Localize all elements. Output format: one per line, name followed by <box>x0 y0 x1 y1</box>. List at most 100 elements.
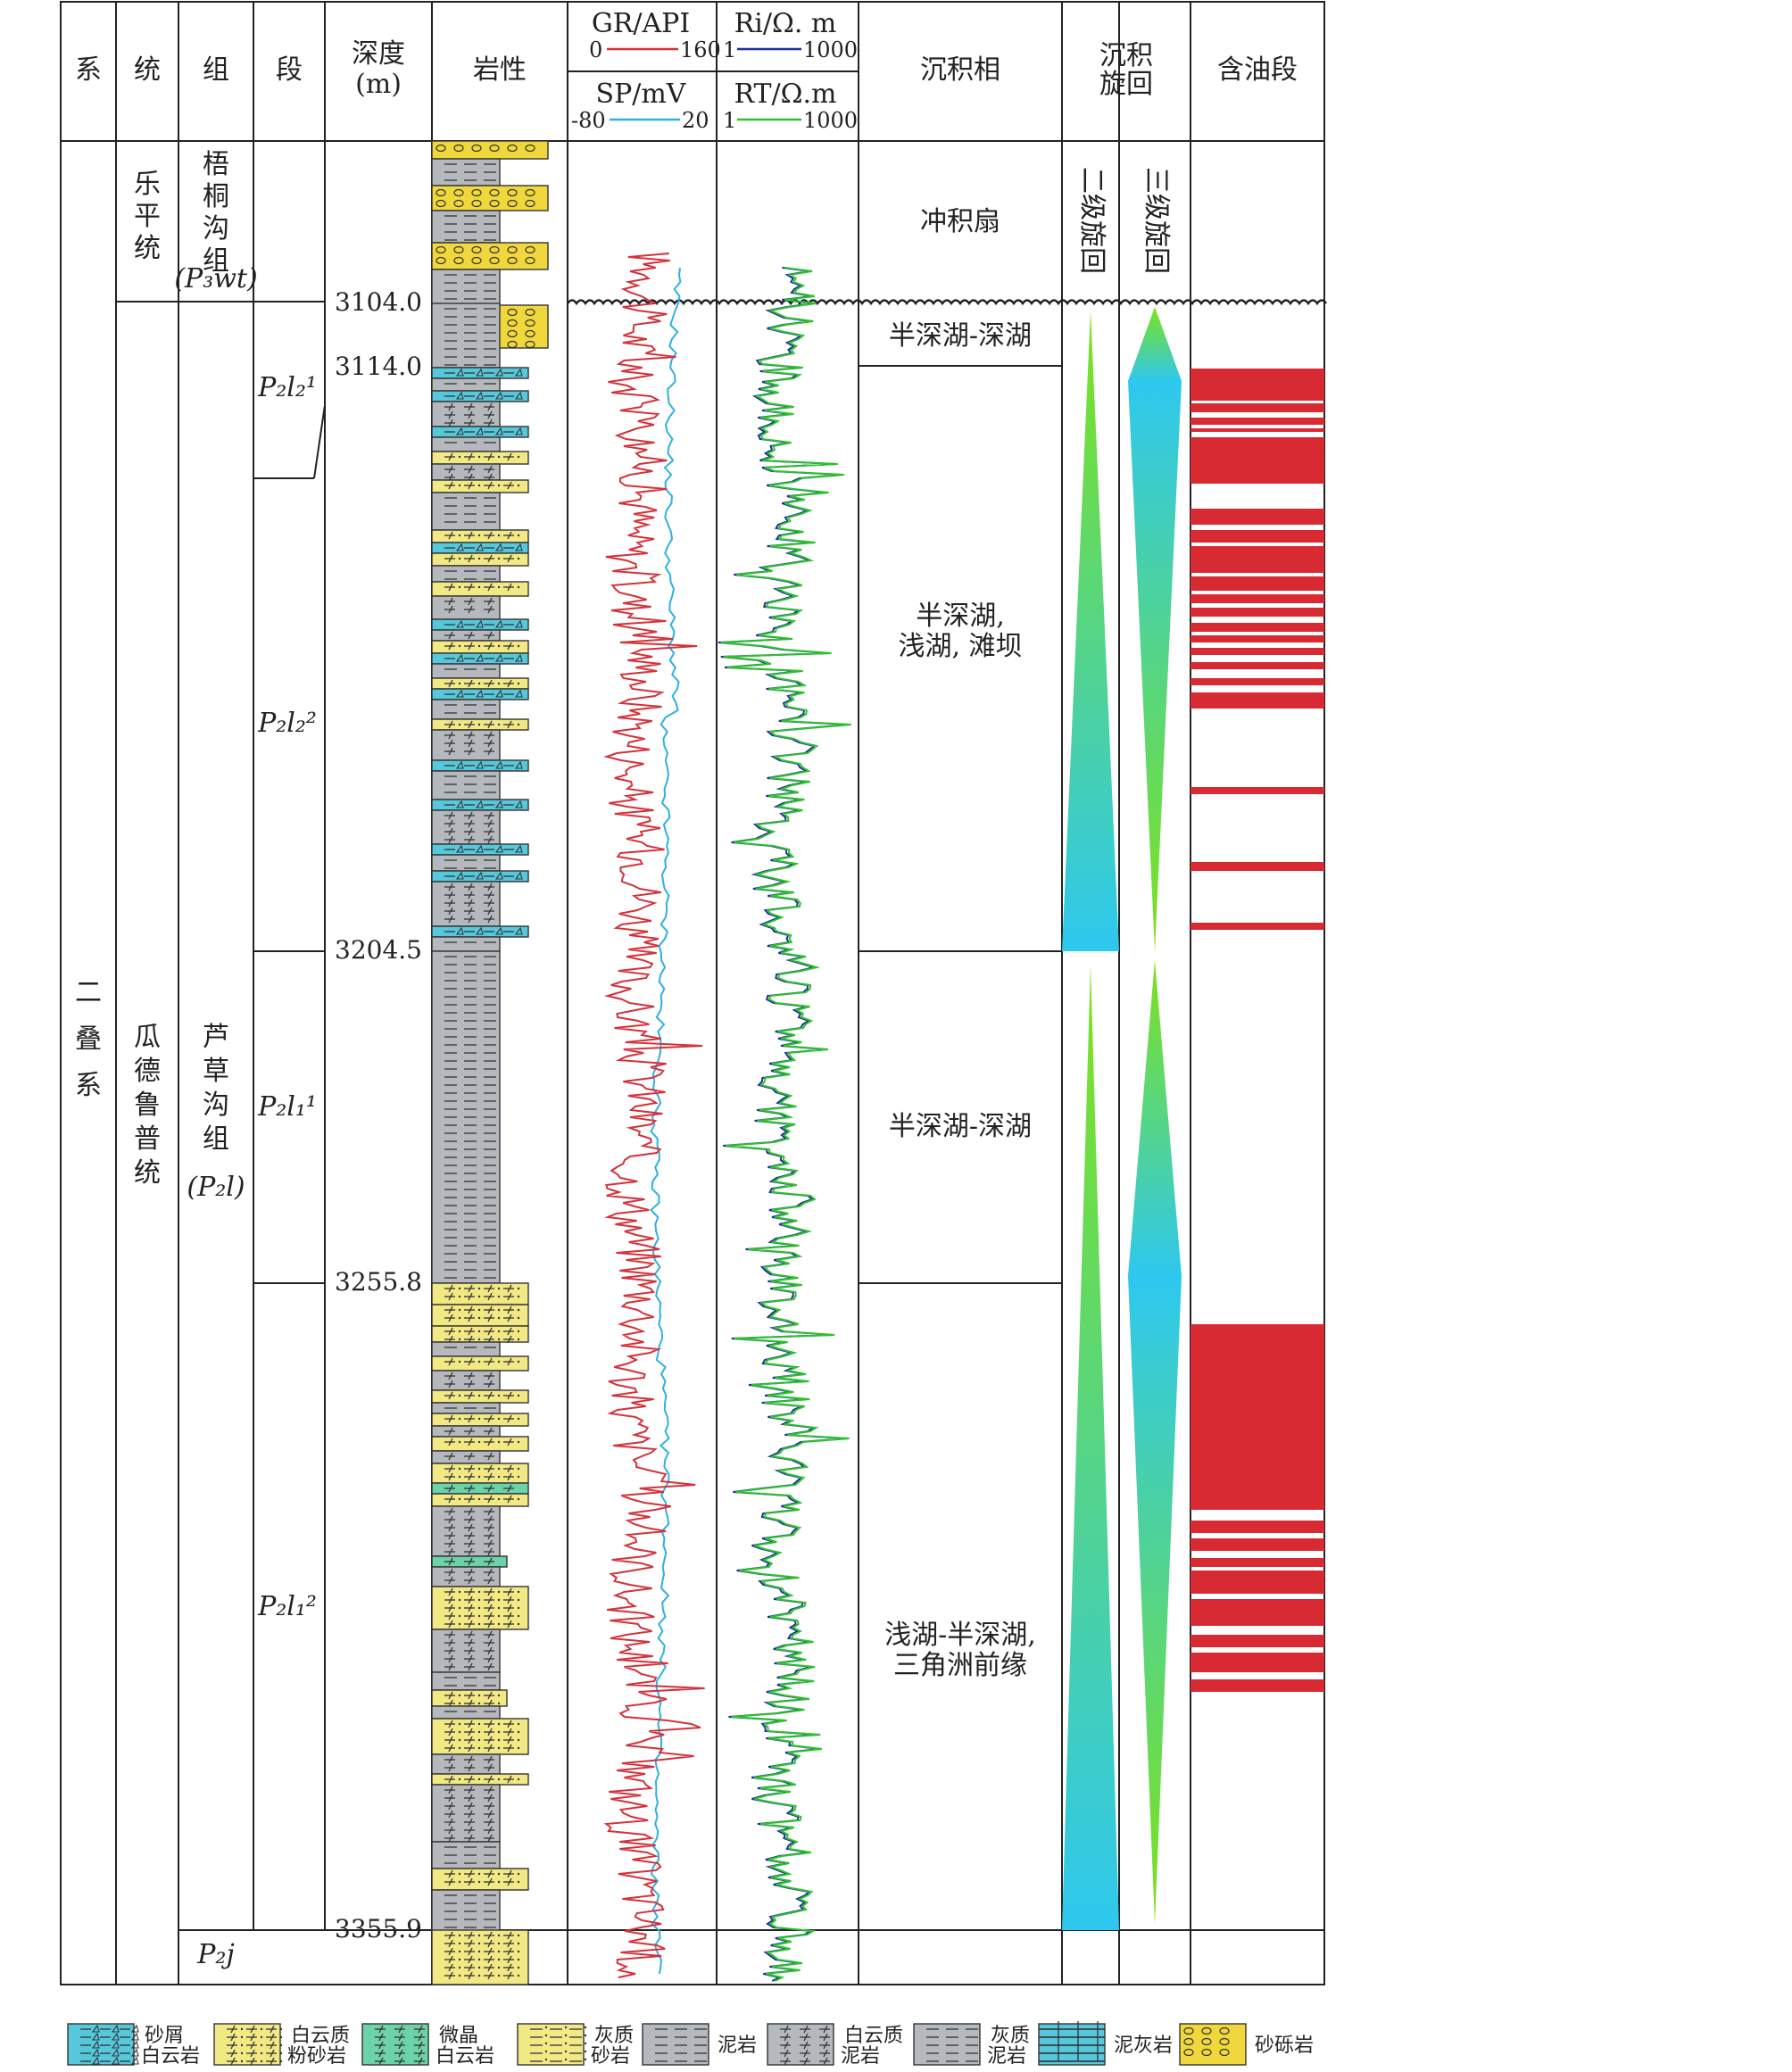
sp-min-label: -80 <box>571 108 606 133</box>
legend-swatch <box>767 2023 834 2066</box>
facies-shallow-lake-bar: 浅湖, 滩坝 <box>898 631 1022 662</box>
lith-layer-sandy-dolomite <box>431 688 529 700</box>
header-member: 段 <box>276 54 303 86</box>
upper-formation-char: 沟 <box>203 213 229 244</box>
lith-layer-dolomitic-siltstone <box>431 718 529 731</box>
upper-formation-char: 桐 <box>203 181 229 212</box>
system-label: 二叠系 <box>75 977 102 1101</box>
lith-layer-dolomitic-siltstone <box>431 1389 529 1404</box>
legend-label: 泥灰岩 <box>1114 2035 1173 2057</box>
third-order-cycle-2 <box>1128 381 1182 951</box>
oil-band <box>1191 1653 1324 1672</box>
lith-layer-conglomerate <box>431 140 549 160</box>
lith-layer-dolomitic-mudstone <box>431 881 501 927</box>
rt-curve <box>720 267 851 1982</box>
facies-semi-deep-lake-1: 半深湖-深湖 <box>889 320 1032 352</box>
lower-series-char: 德 <box>134 1056 161 1087</box>
header-cycle-2: 旋回 <box>1099 69 1153 100</box>
lower-formation-char: 芦 <box>203 1022 229 1053</box>
oil-band <box>1191 608 1324 617</box>
lith-layer-calcareous-mudstone <box>431 1671 501 1691</box>
header-formation: 组 <box>203 54 229 86</box>
ri-curve <box>718 267 849 1982</box>
header-system: 系 <box>75 54 102 86</box>
gr-curve-label: GR/API <box>592 8 690 39</box>
bottom-formation-code: P₂j <box>196 1939 235 1970</box>
system-char: 二 <box>75 977 102 1008</box>
lower-formation-char: 沟 <box>203 1090 229 1121</box>
member-p2l2-1: P₂l₂¹ <box>257 372 317 403</box>
third-order-cycle-1 <box>1128 307 1182 381</box>
lith-layer-dolomitic-mudstone <box>431 1370 501 1391</box>
lith-layer-calcareous-mudstone <box>431 1705 501 1720</box>
lith-layer-dolomitic-siltstone <box>431 451 529 465</box>
lith-layer-mudstone <box>431 158 501 186</box>
header-depth: 深度 <box>352 38 405 70</box>
lith-layer-conglomerate <box>431 242 549 270</box>
sp-curve-label: SP/mV <box>596 79 687 110</box>
lith-layer-dolomitic-siltstone <box>431 1463 529 1484</box>
oil-band <box>1191 1324 1324 1510</box>
lower-formation-char: 组 <box>203 1123 229 1155</box>
oil-band <box>1191 862 1324 871</box>
lith-layer-dolomitic-mudstone <box>431 1450 501 1464</box>
lith-layer-dolomitic-mudstone <box>431 595 501 620</box>
oil-band <box>1191 662 1324 669</box>
ri-max-label: 1000 <box>803 37 858 62</box>
lith-layer-dolomitic-siltstone <box>431 1773 529 1786</box>
lith-layer-dolomitic-mudstone <box>431 629 501 642</box>
lith-layer-dolomitic-mudstone <box>431 1629 501 1673</box>
legend-label: 泥岩 <box>987 2045 1026 2068</box>
depth-3104: 3104.0 <box>335 287 422 317</box>
lith-layer-sandy-dolomite <box>431 542 529 554</box>
lith-layer-mudstone <box>431 699 501 720</box>
lith-layer-calcareous-mudstone <box>431 565 501 583</box>
facies-shallow-lake-delta: 浅湖-半深湖, <box>884 1620 1036 1651</box>
lith-layer-dolomitic-siltstone <box>431 1304 529 1327</box>
oil-band <box>1191 509 1324 525</box>
lith-layer-sandy-dolomite <box>431 618 529 631</box>
lith-layer-dolomitic-siltstone <box>431 1325 529 1344</box>
legend-label: 灰质 <box>594 2025 634 2047</box>
lith-layer-sandy-dolomite <box>431 799 529 811</box>
oil-bearing-intervals <box>1191 369 1324 1692</box>
lith-layer-dolomitic-siltstone <box>431 677 529 690</box>
legend-label: 粉砂岩 <box>287 2045 346 2068</box>
facies-semi-deep-lake-2: 半深湖, <box>916 601 1005 632</box>
oil-band <box>1191 623 1324 632</box>
facies-alluvial-fan: 冲积扇 <box>920 206 1000 237</box>
oil-band <box>1191 546 1324 573</box>
unconformity-line <box>566 299 1328 306</box>
legend-label: 白云岩 <box>436 2045 494 2068</box>
second-order-cycle-upper <box>1062 311 1119 951</box>
lith-layer-dolomitic-siltstone <box>431 479 529 493</box>
legend-label: 泥岩 <box>841 2045 880 2068</box>
lith-layer-dolomitic-siltstone <box>431 640 529 654</box>
legend-swatch <box>67 2023 135 2066</box>
system-char: 叠 <box>75 1024 102 1055</box>
sp-max-label: 20 <box>682 108 709 133</box>
oil-band <box>1191 692 1324 709</box>
lith-layer-dolomitic-siltstone <box>431 1436 529 1452</box>
legend-label: 微晶 <box>439 2025 478 2047</box>
lith-layer-dolomitic-mudstone <box>431 463 501 482</box>
lith-layer-dolomitic-siltstone <box>431 1413 529 1427</box>
member-p2l2-2: P₂l₂² <box>257 708 317 739</box>
ri-curve-label: Ri/Ω. m <box>734 8 837 39</box>
legend-swatch <box>1038 2023 1106 2066</box>
lith-layer-sandy-dolomite <box>431 925 529 938</box>
lith-layer-dolomitic-siltstone <box>431 1868 529 1891</box>
oil-band <box>1191 1599 1324 1626</box>
lower-series-char: 普 <box>134 1123 161 1155</box>
lith-layer-dolomitic-siltstone <box>431 529 529 543</box>
